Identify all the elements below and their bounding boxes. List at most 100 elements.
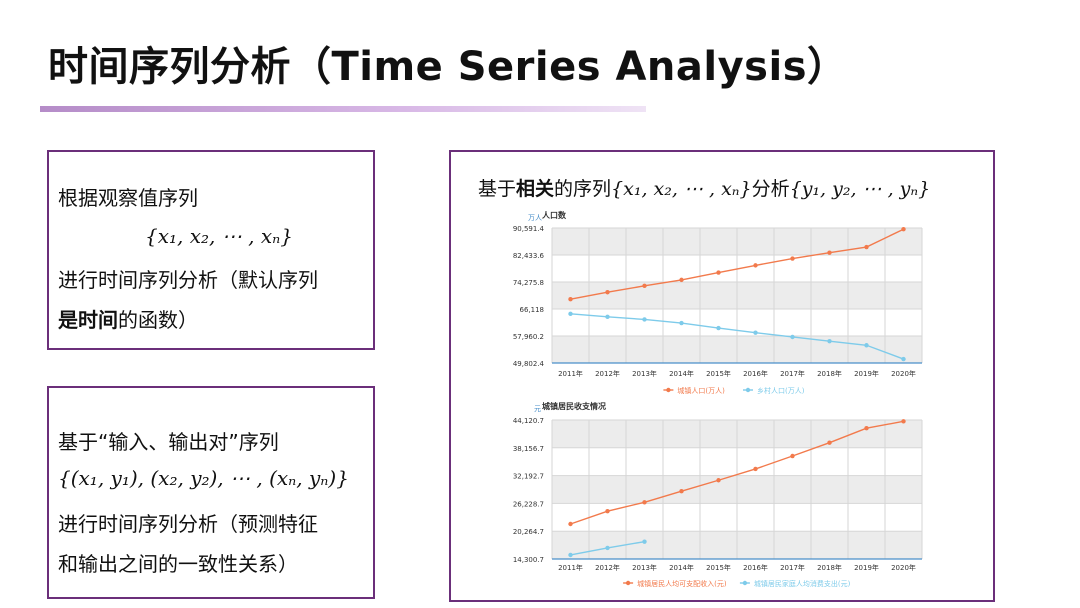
- chart1-data-point: [864, 244, 869, 250]
- chart1-data-point: [605, 290, 610, 295]
- chart1-y-tick-label: 49,802.4: [513, 360, 545, 368]
- chart1-data-point: [790, 334, 795, 340]
- chart1-data-point: [642, 317, 647, 322]
- chart2-y-tick-label: 32,192.7: [513, 473, 544, 481]
- box2-line3: 进行时间序列分析（预测特征: [58, 512, 318, 536]
- chart1-x-tick-label: 2012年: [595, 369, 620, 378]
- chart2-data-point: [827, 440, 832, 445]
- chart2-y-tick-label: 44,120.7: [513, 417, 544, 425]
- chart1-data-point: [716, 270, 721, 275]
- chart1-x-tick-label: 2017年: [780, 369, 805, 378]
- chart1-y-tick-label: 90,591.4: [513, 225, 545, 233]
- chart1-data-point: [827, 338, 832, 344]
- chart2-x-tick-label: 2020年: [891, 563, 916, 572]
- chart2-series-line: [570, 420, 904, 525]
- chart1-legend-label: 城镇人口(万人): [677, 386, 725, 395]
- chart1-x-tick-label: 2013年: [632, 369, 657, 378]
- chart1-data-point: [901, 227, 906, 232]
- box3-heading-pre: 基于: [478, 178, 517, 200]
- chart2-x-tick-label: 2016年: [743, 563, 768, 572]
- chart2-data-point: [864, 426, 869, 431]
- chart1-x-tick-label: 2020年: [891, 369, 916, 378]
- chart2-data-point: [605, 545, 610, 551]
- box3-heading-bold: 相关: [516, 178, 555, 200]
- chart2-x-tick-label: 2018年: [817, 563, 842, 572]
- chart2-data-point: [901, 419, 906, 424]
- charts-svg: 90,591.4 82,433.6 74,275.8 66,118 57,960.2 49…: [513, 210, 923, 588]
- chart2-unit-label: 元: [534, 405, 541, 413]
- chart1-data-point: [716, 325, 721, 331]
- chart1-data-point: [827, 250, 832, 255]
- chart2-data-point: [568, 552, 573, 558]
- box2-line4: 和输出之间的一致性关系）: [58, 552, 298, 576]
- chart1-data-point: [753, 263, 758, 268]
- page-title: 时间序列分析（Time Series Analysis）: [48, 44, 848, 90]
- chart1-x-tick-label: 2015年: [706, 369, 731, 378]
- chart2-legend-swatch-dot: [625, 580, 631, 586]
- chart1-data-point: [679, 320, 684, 326]
- chart2-x-tick-label: 2017年: [780, 563, 805, 572]
- chart1-x-tick-label: 2016年: [743, 369, 768, 378]
- chart2-data-point: [642, 539, 647, 544]
- box1-line4: 是时间的函数）: [58, 304, 198, 333]
- chart1-data-point: [568, 296, 573, 302]
- chart1-y-tick-label: 57,960.2: [513, 333, 544, 341]
- chart1-legend-swatch-dot: [745, 387, 751, 393]
- chart2-title: 城镇居民收支情况: [542, 401, 606, 411]
- box3-formula-y: {y₁, y₂, ⋯ , yₙ}: [789, 178, 931, 200]
- chart2-data-point: [568, 521, 573, 527]
- chart2-data-point: [716, 478, 721, 483]
- chart1-data-point: [753, 330, 758, 335]
- chart1-legend-swatch-dot: [666, 387, 671, 393]
- chart1-data-point: [901, 356, 906, 362]
- chart1-data-point: [568, 311, 573, 317]
- chart2-data-point: [642, 500, 647, 505]
- chart1-y-tick-label: 74,275.8: [513, 279, 544, 287]
- chart1-legend-label: 乡村人口(万人): [757, 386, 805, 395]
- chart1-data-point: [605, 314, 610, 320]
- chart1-x-tick-label: 2011年: [558, 369, 583, 378]
- chart2-y-tick-label: 20,264.7: [513, 528, 544, 536]
- chart1-y-tick-label: 82,433.6: [513, 252, 545, 260]
- chart2-data-point: [753, 466, 758, 472]
- box1-emphasis: 是时间: [58, 308, 118, 332]
- box3-heading-post: 分析: [751, 178, 790, 200]
- box2-formula: {(x₁, y₁), (x₂, y₂), ⋯ , (xₙ, yₙ)}: [58, 466, 349, 490]
- chart1-x-tick-label: 2019年: [854, 369, 879, 378]
- box1-line1: 根据观察值序列: [58, 186, 198, 210]
- box1-line4-rest: 的函数）: [118, 308, 198, 332]
- chart2-y-tick-label: 26,228.7: [513, 500, 544, 508]
- box3-formula-x: {x₁, x₂, ⋯ , xₙ}: [611, 178, 752, 200]
- input-output-series-box: 基于“输入、输出对”序列 {(x₁, y₁), (x₂, y₂), ⋯ , (x…: [47, 386, 375, 599]
- chart1-x-tick-label: 2018年: [817, 369, 842, 378]
- chart2-data-point: [679, 489, 684, 494]
- correlated-series-box: 基于相关的序列{x₁, x₂, ⋯ , xₙ}分析{y₁, y₂, ⋯ , yₙ…: [449, 150, 995, 602]
- chart1-data-point: [642, 283, 647, 289]
- box2-line1: 基于“输入、输出对”序列: [58, 430, 279, 454]
- box3-heading: 基于相关的序列{x₁, x₂, ⋯ , xₙ}分析{y₁, y₂, ⋯ , yₙ…: [478, 174, 930, 201]
- chart2-x-tick-label: 2012年: [595, 563, 620, 572]
- chart2-legend-label: 城镇居民人均可支配收入(元): [637, 579, 727, 588]
- chart2-x-tick-label: 2019年: [854, 563, 879, 572]
- title-underline: [40, 106, 646, 112]
- chart1-y-tick-label: 66,118: [520, 306, 545, 314]
- chart2-legend-swatch-dot: [742, 580, 748, 586]
- chart1-unit-label: 万人: [528, 214, 542, 222]
- chart1-title: 人口数: [542, 210, 567, 220]
- chart2-data-point: [790, 453, 795, 459]
- box1-formula: {x₁, x₂, ⋯ , xₙ}: [145, 224, 293, 248]
- chart1-data-point: [790, 256, 795, 261]
- chart1-series-line: [570, 313, 904, 360]
- observation-series-box: 根据观察值序列 {x₁, x₂, ⋯ , xₙ} 进行时间序列分析（默认序列 是…: [47, 150, 375, 350]
- chart1-x-tick-label: 2014年: [669, 369, 694, 378]
- chart2-y-tick-label: 38,156.7: [513, 445, 544, 453]
- chart2-x-tick-label: 2015年: [706, 563, 731, 572]
- chart2-data-point: [605, 508, 610, 514]
- chart2-x-tick-label: 2013年: [632, 563, 657, 572]
- chart1-data-point: [679, 277, 684, 283]
- chart2-legend-label: 城镇居民家庭人均消费支出(元): [754, 579, 851, 588]
- box1-line3: 进行时间序列分析（默认序列: [58, 268, 318, 292]
- chart1-data-point: [864, 343, 869, 348]
- box3-heading-mid: 的序列: [554, 178, 612, 200]
- chart2-x-tick-label: 2014年: [669, 563, 694, 572]
